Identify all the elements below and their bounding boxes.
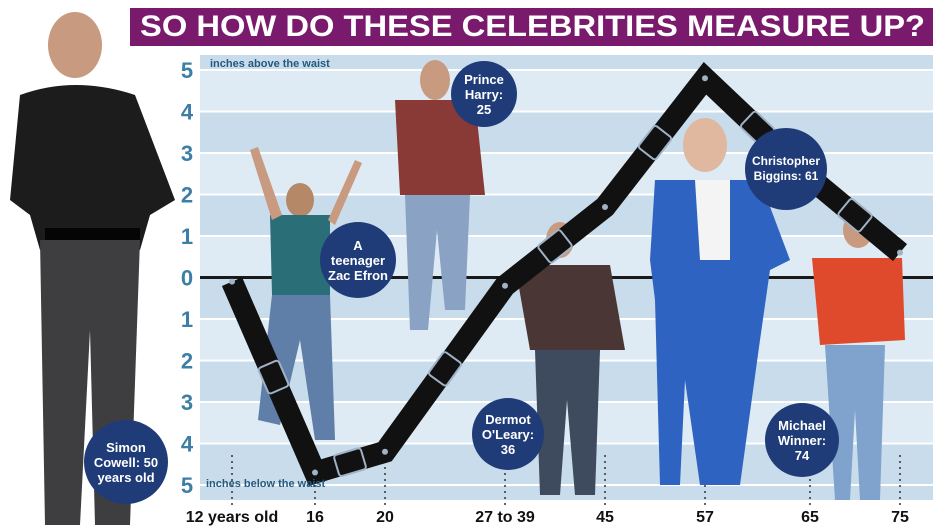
x-tick-label: 12 years old (186, 509, 279, 526)
y-label-top: inches above the waist (210, 58, 330, 70)
x-tick-label: 45 (596, 509, 614, 526)
annotation: Simon Cowell: 50 years old (84, 420, 168, 504)
belt-point (702, 75, 708, 81)
y-tick-label: 4 (181, 431, 194, 456)
y-tick-label: 1 (181, 224, 193, 249)
x-tick-label: 16 (306, 509, 324, 526)
y-tick-label: 5 (181, 58, 193, 83)
belt-point (229, 279, 235, 285)
x-tick-label: 27 to 39 (475, 509, 535, 526)
x-tick-label: 57 (696, 509, 714, 526)
stripe (200, 70, 933, 112)
y-label-bottom: inches below the waist (206, 478, 326, 490)
belt-point (502, 283, 508, 289)
belt-point (602, 204, 608, 210)
belt-point (897, 250, 903, 256)
belt-point (312, 470, 318, 476)
chart-title: SO HOW DO THESE CELEBRITIES MEASURE UP? (140, 10, 925, 43)
belt-point (382, 449, 388, 455)
x-tick-label: 20 (376, 509, 394, 526)
annotation: Christopher Biggins: 61 (745, 128, 827, 210)
infographic: SO HOW DO THESE CELEBRITIES MEASURE UP? … (0, 0, 933, 530)
x-tick-label: 75 (891, 509, 909, 526)
y-tick-label: 1 (181, 307, 193, 332)
y-tick-label: 5 (181, 473, 193, 498)
y-tick-label: 3 (181, 141, 193, 166)
y-tick-label: 0 (181, 265, 193, 290)
y-tick-label: 3 (181, 390, 193, 415)
annotation: A teenager Zac Efron (320, 222, 396, 298)
annotation: Dermot O'Leary: 36 (472, 398, 544, 470)
x-tick-label: 65 (801, 509, 819, 526)
y-tick-label: 2 (181, 348, 193, 373)
y-tick-label: 4 (181, 99, 194, 124)
annotation: Michael Winner: 74 (765, 403, 839, 477)
y-tick-label: 2 (181, 182, 193, 207)
annotation: Prince Harry: 25 (451, 61, 517, 127)
